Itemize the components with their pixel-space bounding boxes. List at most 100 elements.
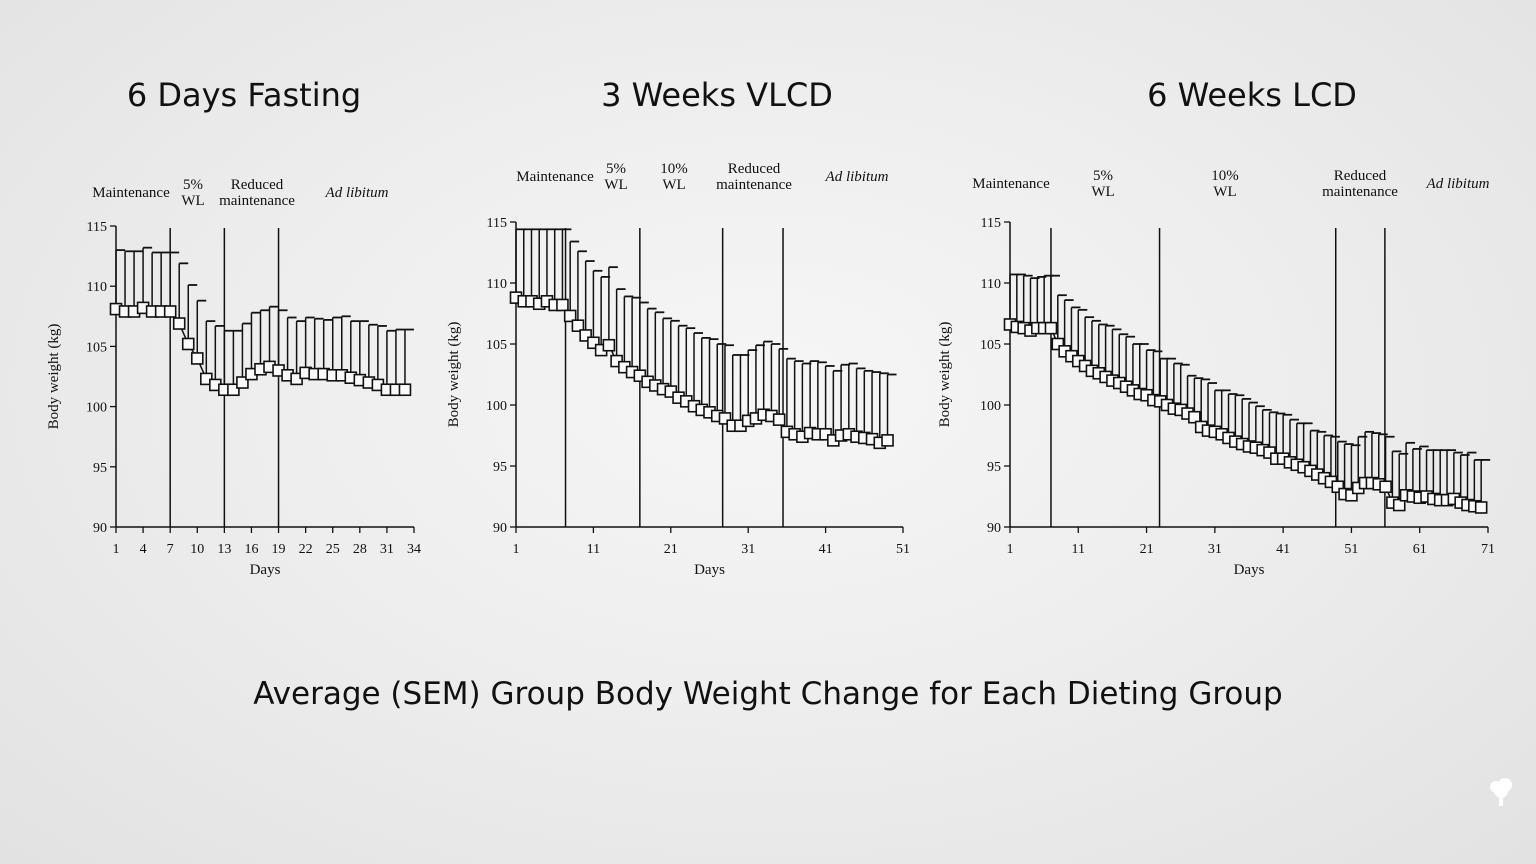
phase-label: 10% WL	[1211, 168, 1239, 200]
phase-label-line: 5%	[606, 161, 626, 177]
x-tick-label: 1	[113, 542, 120, 557]
x-tick-label: 25	[326, 542, 340, 557]
phase-label-line: Maintenance	[92, 185, 170, 201]
data-point-marker	[772, 413, 786, 426]
data-point-marker	[1331, 480, 1345, 494]
data-point-marker	[181, 337, 195, 351]
data-point-marker	[571, 319, 585, 333]
x-tick-label: 1	[1007, 542, 1014, 557]
phase-label: Reduced maintenance	[1322, 168, 1398, 200]
x-tick-label: 51	[896, 542, 910, 557]
x-tick-label: 7	[167, 542, 174, 557]
phase-label-line: Ad libitum	[825, 169, 889, 185]
x-tick-label: 1	[513, 542, 520, 557]
x-tick-label: 19	[272, 542, 286, 557]
data-point-marker	[172, 317, 186, 330]
chart-title-fasting: 6 Days Fasting	[126, 76, 362, 114]
phase-label-line: Ad libitum	[1426, 176, 1490, 192]
y-tick-label: 105	[86, 340, 107, 355]
phase-label-line: maintenance	[219, 193, 295, 209]
y-axis-label: Body weight (kg)	[46, 324, 62, 430]
phase-label-line: 5%	[1093, 168, 1113, 184]
y-tick-label: 100	[86, 401, 107, 416]
mean-line	[1009, 323, 1482, 509]
y-tick-label: 95	[93, 461, 107, 476]
data-point-marker	[190, 352, 204, 365]
data-point-marker	[881, 434, 894, 447]
phase-label-line: WL	[662, 177, 685, 193]
x-tick-label: 10	[190, 542, 204, 557]
data-point-marker	[1474, 501, 1488, 514]
phase-label-line: WL	[181, 193, 204, 209]
phase-label-line: Reduced	[231, 177, 284, 193]
data-point-marker	[398, 383, 412, 397]
x-tick-label: 28	[353, 542, 367, 557]
phase-label-line: WL	[1213, 184, 1236, 200]
chart-0: 1 4 7 10 13 16 19 22 25 28 31 34 90 95 100 105 110 115 Day…	[46, 177, 421, 578]
y-axis-label: Body weight (kg)	[937, 322, 953, 428]
phase-label: 5% WL	[1091, 168, 1114, 200]
y-tick-label: 115	[87, 220, 107, 235]
y-tick-label: 115	[487, 216, 507, 231]
y-tick-label: 95	[987, 460, 1001, 475]
phase-label-line: Reduced	[728, 161, 781, 177]
data-point-marker	[587, 336, 600, 350]
data-point-marker	[1379, 480, 1392, 494]
phase-label: Ad libitum	[825, 169, 889, 185]
data-point-marker	[556, 298, 569, 312]
y-tick-label: 110	[87, 280, 107, 295]
y-tick-label: 105	[486, 338, 507, 353]
y-tick-label: 90	[493, 521, 507, 536]
phase-label: Ad libitum	[325, 185, 389, 201]
x-tick-label: 4	[140, 542, 147, 557]
phase-label-line: maintenance	[716, 177, 792, 193]
x-tick-label: 22	[299, 542, 313, 557]
x-tick-label: 41	[819, 542, 833, 557]
x-tick-label: 21	[664, 542, 678, 557]
x-tick-label: 41	[1276, 542, 1290, 557]
data-point-marker	[236, 376, 249, 389]
phase-label-line: WL	[604, 177, 627, 193]
chart-2: 1 11 21 31 41 51 61 719095100105110115DaysBody …	[937, 168, 1495, 578]
phase-label-line: WL	[1091, 184, 1114, 200]
chart-title-lcd: 6 Weeks LCD	[1147, 76, 1357, 114]
x-tick-label: 16	[244, 542, 258, 557]
x-tick-label: 11	[587, 542, 600, 557]
phase-label-line: Maintenance	[516, 169, 594, 185]
y-tick-label: 100	[980, 399, 1001, 414]
phase-label: 5% WL	[604, 161, 627, 193]
phase-label: 10% WL	[660, 161, 688, 193]
chart-title-vlcd: 3 Weeks VLCD	[601, 76, 833, 114]
data-point-marker	[1188, 410, 1201, 424]
phase-label: 5% WL	[181, 177, 204, 209]
phase-label: Maintenance	[516, 169, 594, 185]
y-tick-label: 115	[981, 216, 1001, 231]
phase-label-line: Reduced	[1334, 168, 1387, 184]
data-point-marker	[718, 412, 732, 425]
data-point-marker	[227, 383, 240, 397]
phase-label-line: 10%	[660, 161, 688, 177]
x-axis-label: Days	[694, 562, 725, 578]
figure-caption: Average (SEM) Group Body Weight Change f…	[253, 676, 1283, 712]
y-tick-label: 90	[93, 521, 107, 536]
data-point-marker	[163, 305, 177, 318]
x-tick-label: 11	[1072, 542, 1085, 557]
data-point-marker	[1345, 488, 1358, 502]
phase-label: Reduced maintenance	[219, 177, 295, 209]
x-tick-label: 34	[407, 542, 421, 557]
y-tick-label: 110	[487, 277, 507, 292]
y-tick-label: 100	[486, 399, 507, 414]
x-tick-label: 31	[380, 542, 394, 557]
y-tick-label: 95	[493, 460, 507, 475]
y-axis-label: Body weight (kg)	[446, 322, 462, 428]
phase-label-line: Maintenance	[972, 176, 1050, 192]
x-axis-label: Days	[1234, 562, 1265, 578]
data-point-marker	[1392, 498, 1406, 512]
x-tick-label: 31	[1208, 542, 1222, 557]
x-axis-label: Days	[250, 562, 281, 578]
x-tick-label: 51	[1344, 542, 1358, 557]
data-point-marker	[579, 329, 592, 342]
data-point-marker	[1044, 321, 1058, 335]
